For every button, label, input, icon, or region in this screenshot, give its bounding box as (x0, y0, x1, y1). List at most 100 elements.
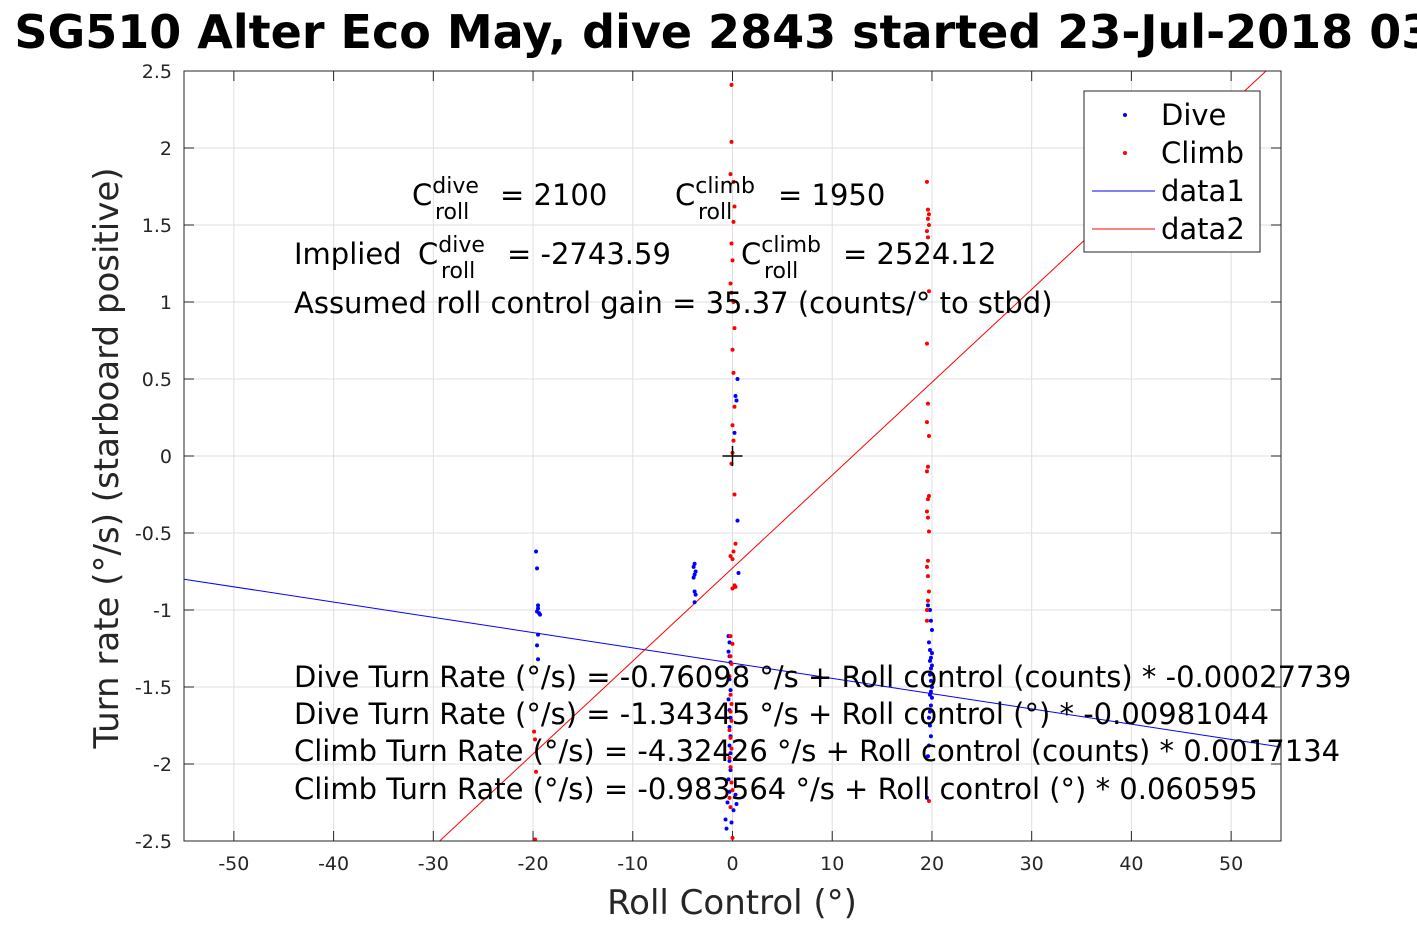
point-climb (728, 554, 733, 559)
x-tick-label: -40 (318, 853, 349, 875)
point-dive (927, 723, 932, 728)
point-climb (925, 216, 930, 221)
point-dive (727, 677, 732, 682)
point-dive (728, 715, 733, 720)
point-dive (536, 632, 541, 637)
subscript-roll: roll (698, 200, 732, 225)
point-dive (535, 643, 540, 648)
fit-equation-3: Climb Turn Rate (°/s) = -4.32426 °/s + R… (294, 734, 1340, 768)
y-tick-label: 0 (160, 446, 172, 468)
x-tick-label: -50 (218, 853, 249, 875)
point-dive (724, 826, 729, 831)
implied-prefix: Implied (294, 237, 402, 271)
point-climb (732, 204, 737, 209)
point-dive (536, 606, 541, 611)
subscript-roll: roll (435, 200, 469, 225)
point-climb (926, 494, 931, 499)
point-climb (925, 515, 930, 520)
x-tick-label: 10 (820, 853, 844, 875)
point-dive (535, 566, 540, 571)
point-climb (926, 529, 931, 534)
x-tick-label: -30 (418, 853, 449, 875)
x-tick-label: -20 (518, 853, 549, 875)
point-climb (729, 780, 734, 785)
legend-marker-dive (1123, 113, 1127, 117)
point-dive (735, 377, 740, 381)
legend: Dive Climb data1 data2 (1083, 90, 1261, 253)
point-climb (727, 674, 732, 679)
point-climb (727, 755, 732, 760)
point-climb (730, 835, 735, 840)
y-tick-label: 1.5 (142, 215, 172, 237)
point-dive (927, 672, 932, 677)
point-dive (734, 802, 739, 807)
point-dive (927, 648, 932, 653)
point-dive (726, 697, 731, 702)
point-climb (731, 219, 736, 224)
superscript-climb: climb (695, 174, 755, 199)
y-tick-label: -2.5 (135, 831, 172, 853)
point-climb (731, 300, 736, 304)
legend-label-dive: Dive (1161, 98, 1226, 132)
point-climb (728, 709, 733, 714)
ticks (184, 70, 1281, 842)
legend-label-data1: data1 (1161, 174, 1245, 208)
x-tick-labels: -50 -40 -30 -20 -10 0 10 20 30 40 50 (218, 853, 1243, 875)
y-tick-labels: -2.5 -2 -1.5 -1 -0.5 0 0.5 1 1.5 2 2.5 (135, 61, 172, 853)
point-dive (928, 734, 933, 739)
x-axis-label: Roll Control (°) (607, 883, 857, 923)
point-climb (532, 729, 537, 734)
point-dive (727, 789, 732, 794)
point-climb (730, 258, 735, 263)
point-dive (727, 725, 732, 730)
point-dive (538, 612, 543, 617)
legend-marker-climb (1123, 151, 1127, 155)
point-climb (732, 492, 737, 497)
data-points (532, 82, 934, 841)
fit-equations: Dive Turn Rate (°/s) = -0.76098 °/s + Ro… (294, 660, 1351, 806)
point-climb (925, 207, 930, 212)
point-dive (926, 640, 931, 645)
point-dive (736, 571, 741, 576)
point-dive (927, 658, 932, 663)
point-dive (927, 608, 932, 612)
point-dive (728, 768, 733, 773)
point-dive (536, 603, 541, 608)
y-tick-label: -1.5 (135, 677, 172, 699)
point-dive (536, 657, 541, 662)
point-dive (693, 569, 698, 574)
legend-label-climb: Climb (1161, 136, 1244, 170)
c-symbol: C (418, 237, 438, 271)
point-dive (729, 820, 734, 825)
y-tick-label: -1 (153, 600, 172, 622)
y-tick-label: 2.5 (142, 61, 172, 83)
y-tick-label: -2 (153, 754, 172, 776)
point-climb (728, 805, 733, 810)
point-climb (727, 795, 732, 800)
point-climb (730, 347, 735, 352)
point-climb (731, 179, 736, 184)
origin-marker (722, 446, 743, 466)
x-tick-label: 50 (1219, 853, 1243, 875)
point-climb (534, 769, 539, 774)
point-climb (925, 401, 930, 406)
fit-equation-2: Dive Turn Rate (°/s) = -1.34345 °/s + Ro… (294, 697, 1269, 731)
point-climb (728, 765, 733, 770)
gain-text: Assumed roll control gain = 35.37 (count… (294, 286, 1053, 320)
x-tick-label: 40 (1119, 853, 1143, 875)
fit-equation-4: Climb Turn Rate (°/s) = -0.983564 °/s + … (294, 772, 1258, 806)
point-climb (728, 692, 733, 697)
point-climb (924, 469, 929, 474)
point-climb (729, 746, 734, 751)
x-tick-label: 0 (726, 853, 738, 875)
point-climb (729, 241, 734, 246)
point-dive (728, 751, 733, 756)
point-climb (925, 574, 930, 579)
point-climb (924, 341, 929, 346)
x-tick-label: 20 (920, 853, 944, 875)
point-dive (929, 685, 934, 689)
point-climb (925, 464, 930, 469)
point-dive (728, 688, 733, 693)
point-dive (928, 618, 933, 623)
